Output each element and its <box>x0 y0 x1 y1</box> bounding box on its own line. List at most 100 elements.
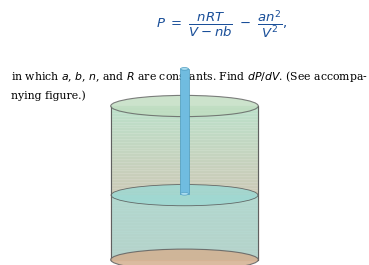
Polygon shape <box>111 160 258 161</box>
Polygon shape <box>111 206 258 207</box>
Polygon shape <box>111 184 258 186</box>
Polygon shape <box>111 109 258 111</box>
Polygon shape <box>180 69 189 194</box>
Polygon shape <box>111 195 258 260</box>
Polygon shape <box>111 177 258 178</box>
Polygon shape <box>111 132 258 134</box>
Text: in which $a$, $b$, $n$, and $R$ are constants. Find $dP/dV$. (See accompa-: in which $a$, $b$, $n$, and $R$ are cons… <box>11 69 368 84</box>
Polygon shape <box>111 203 258 204</box>
Polygon shape <box>111 200 258 201</box>
Polygon shape <box>111 183 258 184</box>
Text: nying figure.): nying figure.) <box>11 90 86 101</box>
Polygon shape <box>111 198 258 200</box>
Polygon shape <box>111 127 258 129</box>
Polygon shape <box>111 106 258 108</box>
Ellipse shape <box>111 184 258 206</box>
Polygon shape <box>111 178 258 180</box>
Polygon shape <box>111 254 258 255</box>
Polygon shape <box>111 207 258 209</box>
Polygon shape <box>111 155 258 157</box>
Polygon shape <box>111 126 258 127</box>
Polygon shape <box>111 120 258 121</box>
Polygon shape <box>111 141 258 143</box>
Polygon shape <box>111 158 258 160</box>
Polygon shape <box>111 157 258 158</box>
Ellipse shape <box>111 249 258 265</box>
Polygon shape <box>111 161 258 163</box>
Polygon shape <box>111 257 258 258</box>
Polygon shape <box>111 138 258 140</box>
Polygon shape <box>111 218 258 220</box>
Polygon shape <box>111 169 258 171</box>
Polygon shape <box>111 189 258 191</box>
Text: $P\ =\ \dfrac{nRT}{V-nb}\ -\ \dfrac{an^2}{V^2},$: $P\ =\ \dfrac{nRT}{V-nb}\ -\ \dfrac{an^2… <box>156 8 287 40</box>
Polygon shape <box>111 175 258 177</box>
Polygon shape <box>111 152 258 154</box>
Polygon shape <box>111 238 258 240</box>
Polygon shape <box>111 111 258 112</box>
Polygon shape <box>111 108 258 109</box>
Polygon shape <box>111 135 258 137</box>
Polygon shape <box>111 226 258 227</box>
Polygon shape <box>111 171 258 172</box>
Polygon shape <box>111 255 258 257</box>
Polygon shape <box>111 209 258 210</box>
Polygon shape <box>111 172 258 174</box>
Polygon shape <box>111 112 258 114</box>
Polygon shape <box>111 248 258 249</box>
Polygon shape <box>111 151 258 152</box>
Ellipse shape <box>180 68 189 70</box>
Polygon shape <box>111 240 258 241</box>
Polygon shape <box>111 227 258 229</box>
Polygon shape <box>111 174 258 175</box>
Polygon shape <box>111 164 258 166</box>
Polygon shape <box>111 180 258 181</box>
Polygon shape <box>111 137 258 138</box>
Polygon shape <box>111 143 258 144</box>
Polygon shape <box>111 212 258 214</box>
Polygon shape <box>111 201 258 203</box>
Polygon shape <box>111 131 258 132</box>
Polygon shape <box>111 237 258 238</box>
Polygon shape <box>111 235 258 237</box>
Polygon shape <box>111 117 258 118</box>
Polygon shape <box>111 194 258 195</box>
Polygon shape <box>111 121 258 123</box>
Polygon shape <box>111 215 258 217</box>
Polygon shape <box>111 114 258 115</box>
Polygon shape <box>111 220 258 221</box>
Polygon shape <box>111 249 258 250</box>
Polygon shape <box>111 232 258 233</box>
Polygon shape <box>111 166 258 167</box>
Polygon shape <box>111 195 258 197</box>
Polygon shape <box>111 244 258 246</box>
Polygon shape <box>111 204 258 206</box>
Polygon shape <box>111 167 258 169</box>
Polygon shape <box>111 163 258 164</box>
Polygon shape <box>111 187 258 189</box>
Polygon shape <box>111 148 258 149</box>
Polygon shape <box>111 217 258 218</box>
Polygon shape <box>111 241 258 243</box>
Polygon shape <box>111 197 258 198</box>
Polygon shape <box>111 233 258 235</box>
Polygon shape <box>111 250 258 252</box>
Ellipse shape <box>180 192 189 195</box>
Polygon shape <box>111 149 258 151</box>
Polygon shape <box>111 214 258 215</box>
Polygon shape <box>111 181 258 183</box>
Polygon shape <box>111 140 258 141</box>
Polygon shape <box>111 252 258 254</box>
Polygon shape <box>111 221 258 223</box>
Polygon shape <box>111 191 258 192</box>
Polygon shape <box>111 258 258 260</box>
Polygon shape <box>111 115 258 117</box>
Polygon shape <box>111 118 258 120</box>
Polygon shape <box>111 144 258 146</box>
Polygon shape <box>111 223 258 224</box>
Polygon shape <box>111 154 258 155</box>
Polygon shape <box>111 231 258 232</box>
Polygon shape <box>111 229 258 231</box>
Polygon shape <box>111 246 258 248</box>
Ellipse shape <box>111 95 258 117</box>
